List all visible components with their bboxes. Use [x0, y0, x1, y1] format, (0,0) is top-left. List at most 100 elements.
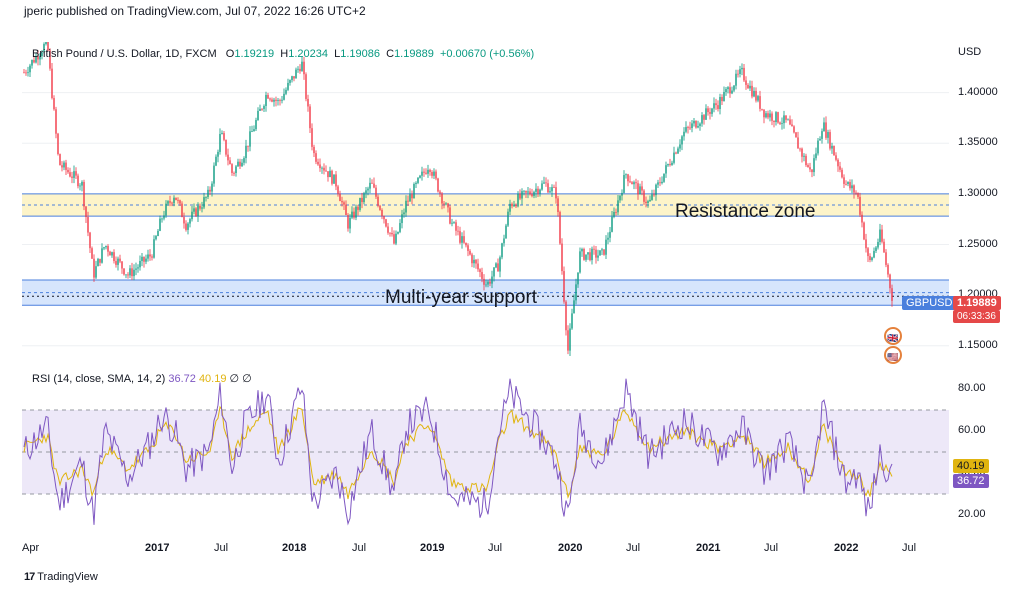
candle-body [461, 236, 463, 243]
currency-label[interactable]: USD [958, 46, 982, 58]
tradingview-brand[interactable]: 17 TradingView [24, 571, 98, 583]
candle-body [777, 112, 779, 123]
candle-body [483, 278, 485, 285]
candle-body [607, 237, 609, 240]
candle-body [351, 211, 353, 218]
candle-body [877, 242, 879, 248]
candle-body [747, 84, 749, 89]
candle-body [655, 184, 657, 196]
candle-body [793, 126, 795, 133]
candle-body [315, 153, 317, 162]
time-tick-label: Jul [352, 542, 367, 554]
candle-body [683, 131, 685, 137]
candle-body [223, 133, 225, 140]
us-flag-icon[interactable]: 🇺🇸 [884, 346, 902, 364]
candle-body [427, 169, 429, 174]
candle-body [451, 222, 453, 224]
candle-body [373, 183, 375, 188]
candle-body [677, 148, 679, 154]
candle-body [887, 264, 889, 275]
resistance-zone-label[interactable]: Resistance zone [675, 201, 816, 222]
candle-body [323, 167, 325, 171]
candle-body [423, 171, 425, 173]
candle-body [245, 145, 247, 159]
candle-body [803, 155, 805, 157]
price-pane[interactable] [22, 42, 949, 366]
candle-body [147, 254, 149, 259]
candle-body [643, 190, 645, 202]
candle-body [179, 200, 181, 204]
candle-body [81, 181, 83, 186]
candle-body [873, 250, 875, 258]
candle-body [379, 205, 381, 210]
candle-body [841, 169, 843, 178]
candle-body [69, 172, 71, 177]
time-tick-label: Jul [764, 542, 779, 554]
candle-body [97, 258, 99, 267]
candle-body [477, 263, 479, 270]
candle-body [353, 211, 355, 218]
candle-body [349, 217, 351, 229]
time-tick-label: Apr [22, 542, 40, 554]
candle-body [611, 216, 613, 232]
last-price-tag: 1.19889 [953, 296, 1001, 310]
candle-body [431, 171, 433, 176]
candle-body [621, 192, 623, 196]
candle-body [523, 190, 525, 192]
candle-body [567, 330, 569, 351]
rsi-legend[interactable]: RSI (14, close, SMA, 14, 2) 36.72 40.19 … [32, 372, 252, 385]
candle-body [671, 162, 673, 165]
candle-body [737, 73, 739, 75]
candle-body [165, 203, 167, 216]
candle-body [729, 87, 731, 94]
candle-body [85, 206, 87, 218]
price-tick-label: 1.30000 [958, 186, 998, 199]
candle-body [53, 98, 55, 110]
candle-body [291, 76, 293, 81]
candle-body [193, 208, 195, 212]
candle-body [517, 193, 519, 207]
time-tick-label: 2018 [282, 542, 307, 554]
candle-body [155, 236, 157, 240]
candle-body [605, 239, 607, 255]
candle-body [67, 169, 69, 173]
price-tick-label: 1.15000 [958, 338, 998, 351]
candle-body [565, 301, 567, 331]
rsi-sma-tag: 40.19 [953, 459, 989, 473]
candle-body [311, 128, 313, 147]
rsi-pane[interactable] [22, 368, 949, 536]
candle-body [489, 281, 491, 284]
candle-body [285, 89, 287, 94]
support-zone-label[interactable]: Multi-year support [385, 287, 538, 308]
candle-body [153, 239, 155, 258]
candle-body [513, 204, 515, 207]
candle-body [157, 230, 159, 237]
candle-body [343, 202, 345, 205]
candle-body [647, 201, 649, 203]
candle-body [449, 207, 451, 224]
candle-body [699, 123, 701, 127]
candle-body [95, 266, 97, 278]
candle-body [127, 274, 129, 276]
candle-body [845, 183, 847, 185]
candle-body [559, 212, 561, 244]
candle-body [497, 263, 499, 272]
candle-body [507, 211, 509, 226]
candle-body [43, 44, 45, 53]
candle-body [41, 52, 43, 56]
candle-body [411, 194, 413, 199]
candle-body [137, 267, 139, 269]
candle-body [885, 252, 887, 265]
candle-body [103, 247, 105, 249]
candle-body [547, 183, 549, 193]
candle-body [649, 199, 651, 202]
candle-body [321, 167, 323, 169]
symbol-legend[interactable]: British Pound / U.S. Dollar, 1D, FXCM O1… [32, 48, 534, 60]
candle-body [189, 219, 191, 224]
candle-body [61, 165, 63, 168]
rsi-label: RSI (14, close, SMA, 14, 2) [32, 373, 166, 385]
candle-body [665, 165, 667, 174]
uk-flag-icon[interactable]: 🇬🇧 [884, 327, 902, 345]
candle-body [491, 276, 493, 284]
